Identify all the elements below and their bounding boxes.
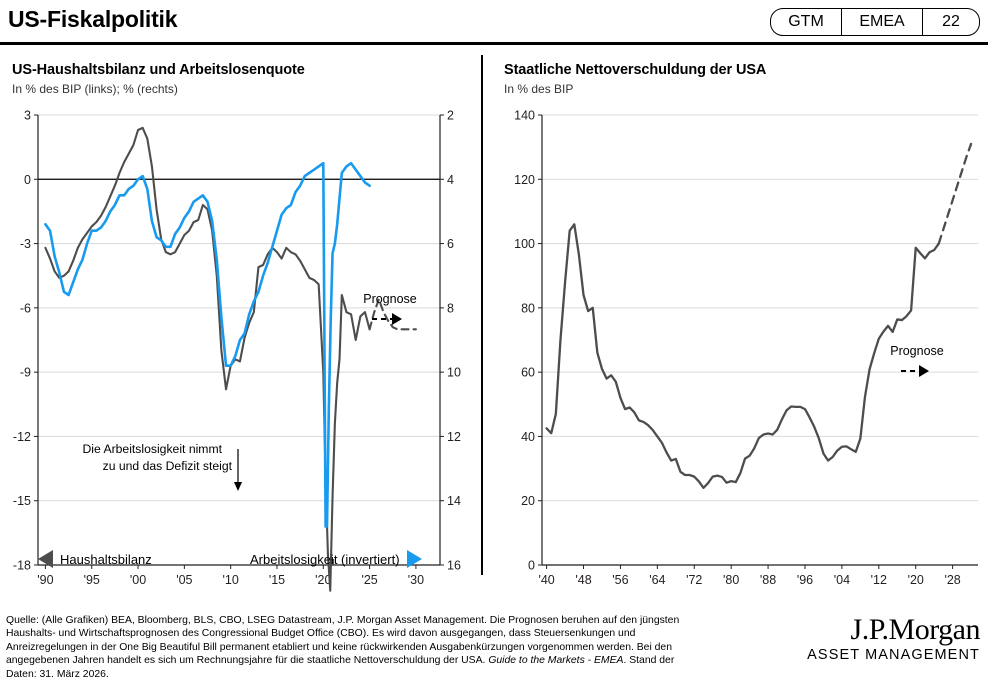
legend-label-unemployment: Arbeitslosigkeit (invertiert) bbox=[250, 551, 400, 567]
y-tick-label-left: -12 bbox=[13, 430, 31, 444]
y-tick-label-right: 2 bbox=[447, 109, 454, 123]
x-tick-label: '04 bbox=[834, 573, 850, 587]
right-chart-subtitle: In % des BIP bbox=[504, 82, 574, 96]
brand-name: J.P.Morgan bbox=[850, 613, 981, 646]
x-tick-label: '28 bbox=[944, 573, 960, 587]
series-haushaltsbilanz bbox=[44, 126, 371, 592]
series-forecast bbox=[937, 142, 973, 245]
forecast-label: Prognose bbox=[363, 292, 417, 306]
forecast-arrow-head bbox=[919, 365, 929, 377]
panel-divider bbox=[481, 55, 483, 575]
series-haushaltsbilanz-prognose- bbox=[368, 298, 417, 331]
series-net-debt bbox=[545, 223, 940, 490]
x-tick-label: '56 bbox=[612, 573, 628, 587]
y-tick-label-left: 0 bbox=[24, 173, 31, 187]
x-tick-label: '05 bbox=[176, 573, 192, 587]
annotation-line-2: zu und das Defizit steigt bbox=[103, 459, 233, 473]
x-tick-label: '88 bbox=[760, 573, 776, 587]
y-tick-label-left: -3 bbox=[20, 237, 31, 251]
legend-label-budget-balance: Haushaltsbilanz bbox=[60, 551, 152, 567]
x-tick-label: '20 bbox=[908, 573, 924, 587]
x-tick-label: '15 bbox=[269, 573, 285, 587]
status-badge: GTM EMEA 22 bbox=[770, 8, 980, 36]
x-tick-label: '20 bbox=[315, 573, 331, 587]
x-tick-label: '10 bbox=[223, 573, 239, 587]
series-arbeitslosigkeit-invertiert- bbox=[44, 161, 371, 528]
left-chart-title: US-Haushaltsbilanz und Arbeitslosenquote bbox=[12, 62, 305, 78]
y-tick-label-right: 16 bbox=[447, 559, 461, 573]
x-tick-label: '72 bbox=[686, 573, 702, 587]
left-chart-plot: 3 0 -3 -6 -9 -12 -15 -18 2 4 6 8 10 12 14 16 '90 '95 '00 '0… bbox=[0, 105, 478, 600]
x-tick-label: '90 bbox=[37, 573, 53, 587]
page-footer: Quelle: (Alle Grafiken) BEA, Bloomberg, … bbox=[0, 604, 988, 680]
y-tick-label: 60 bbox=[521, 366, 535, 380]
x-tick-label: '96 bbox=[797, 573, 813, 587]
triangle-left-icon bbox=[38, 550, 53, 568]
source-note-part1: Quelle: (Alle Grafiken) BEA, Bloomberg, … bbox=[6, 615, 680, 667]
right-chart-panel: Staatliche Nettoverschuldung der USA In … bbox=[492, 50, 988, 595]
badge-divider-1 bbox=[841, 9, 842, 35]
y-tick-label: 100 bbox=[514, 237, 535, 251]
y-tick-label-right: 4 bbox=[447, 173, 454, 187]
y-tick-label-left: 3 bbox=[24, 109, 31, 123]
badge-region: EMEA bbox=[859, 13, 905, 30]
source-note: Quelle: (Alle Grafiken) BEA, Bloomberg, … bbox=[6, 614, 706, 681]
header-rule bbox=[0, 42, 988, 45]
x-tick-label: '12 bbox=[871, 573, 887, 587]
x-tick-label: '64 bbox=[649, 573, 665, 587]
y-tick-label-right: 8 bbox=[447, 301, 454, 315]
y-tick-label-left: -15 bbox=[13, 494, 31, 508]
forecast-arrow-head bbox=[392, 313, 402, 325]
x-tick-label: '30 bbox=[408, 573, 424, 587]
x-tick-label: '48 bbox=[575, 573, 591, 587]
forecast-label: Prognose bbox=[890, 344, 944, 358]
y-tick-label: 20 bbox=[521, 494, 535, 508]
y-tick-label: 40 bbox=[521, 430, 535, 444]
x-tick-label: '00 bbox=[130, 573, 146, 587]
y-tick-label-left: -9 bbox=[20, 366, 31, 380]
page-header: US-Fiskalpolitik GTM EMEA 22 bbox=[0, 0, 988, 43]
y-tick-label-right: 6 bbox=[447, 237, 454, 251]
badge-page-number: 22 bbox=[942, 13, 960, 30]
badge-gtm: GTM bbox=[788, 13, 824, 30]
legend-item-unemployment: Arbeitslosigkeit (invertiert) bbox=[250, 550, 422, 568]
left-chart-panel: US-Haushaltsbilanz und Arbeitslosenquote… bbox=[0, 50, 478, 595]
x-tick-label: '25 bbox=[361, 573, 377, 587]
y-tick-label: 80 bbox=[521, 301, 535, 315]
badge-divider-2 bbox=[922, 9, 923, 35]
source-note-italic: Guide to the Markets - EMEA bbox=[488, 655, 624, 667]
right-chart-plot: 0 20 40 60 80 100 120 140 '40 '48 '56 '64 '72 '80 '88 '… bbox=[492, 105, 988, 600]
legend-item-budget-balance: Haushaltsbilanz bbox=[38, 550, 152, 568]
y-tick-label: 0 bbox=[528, 559, 535, 573]
y-tick-label-left: -18 bbox=[13, 559, 31, 573]
page-title: US-Fiskalpolitik bbox=[8, 6, 178, 32]
left-chart-subtitle: In % des BIP (links); % (rechts) bbox=[12, 82, 178, 96]
y-tick-label-left: -6 bbox=[20, 301, 31, 315]
y-tick-label-right: 14 bbox=[447, 494, 461, 508]
brand-logo: J.P.Morgan ASSET MANAGEMENT bbox=[807, 614, 980, 664]
brand-tagline: ASSET MANAGEMENT bbox=[807, 647, 980, 663]
left-chart-legend: Haushaltsbilanz Arbeitslosigkeit (invert… bbox=[0, 550, 478, 580]
x-tick-label: '80 bbox=[723, 573, 739, 587]
x-tick-label: '95 bbox=[84, 573, 100, 587]
y-tick-label: 120 bbox=[514, 173, 535, 187]
triangle-right-icon bbox=[406, 550, 422, 568]
y-tick-label-right: 12 bbox=[447, 430, 461, 444]
x-tick-label: '40 bbox=[538, 573, 554, 587]
annotation-arrow-head bbox=[234, 482, 242, 491]
right-chart-title: Staatliche Nettoverschuldung der USA bbox=[504, 62, 767, 78]
annotation-line-1: Die Arbeitslosigkeit nimmt bbox=[82, 442, 222, 456]
y-tick-label: 140 bbox=[514, 109, 535, 123]
y-tick-label-right: 10 bbox=[447, 366, 461, 380]
